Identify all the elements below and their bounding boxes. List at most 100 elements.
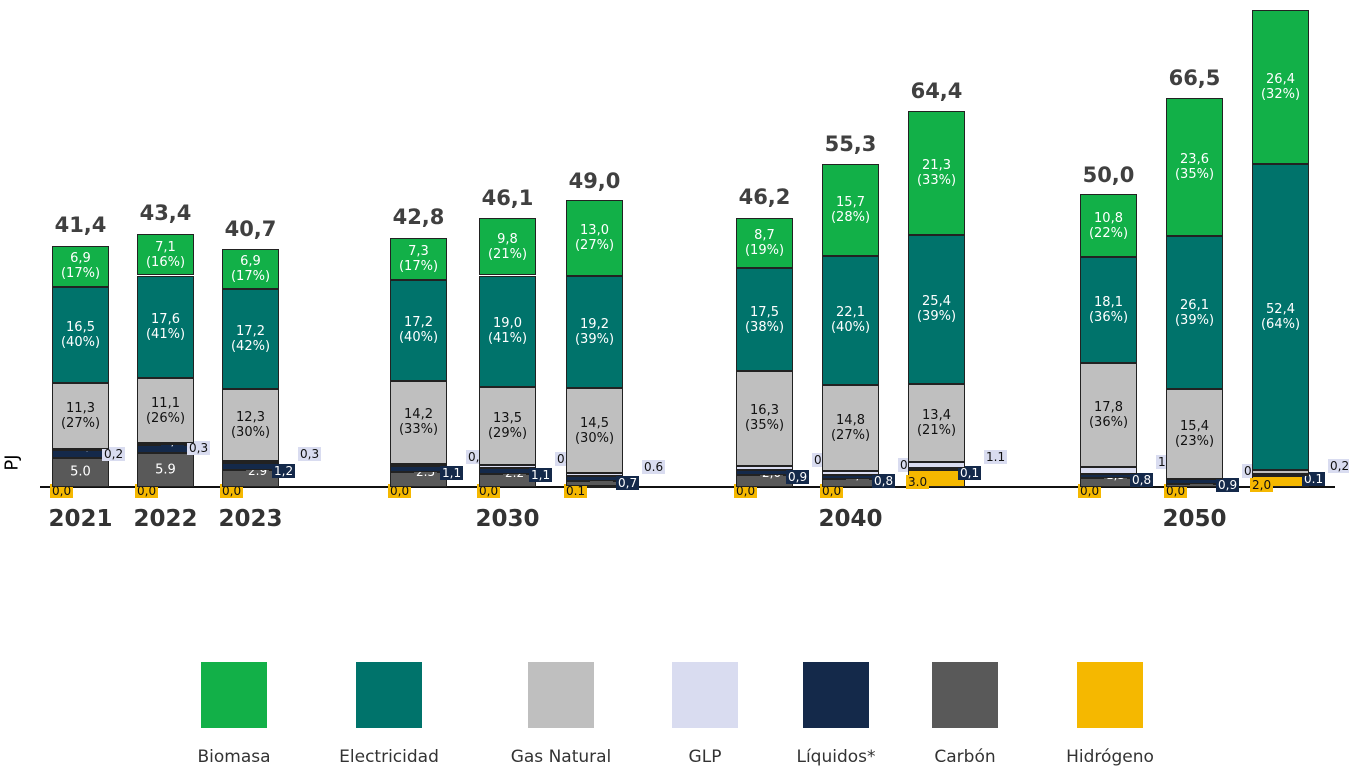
total-label: 46,2: [738, 185, 791, 210]
value-label: 0,3: [298, 447, 322, 462]
bar-segment: [736, 470, 793, 476]
value-label: 22,1 (40%): [830, 305, 871, 336]
value-label: 6,9 (17%): [60, 251, 101, 282]
legend-icon: [932, 662, 998, 728]
bar-segment: [1252, 9, 1309, 164]
bar-segment: [1252, 163, 1309, 471]
value-label: 0,9: [786, 469, 810, 484]
bar-segment: [137, 443, 194, 446]
bar-segment: [479, 275, 536, 387]
legend-label: Hidrógeno: [1066, 747, 1154, 767]
bar-segment: [1166, 388, 1223, 479]
value-label: 17,6 (41%): [145, 311, 186, 342]
y-axis-label: PJ: [1, 454, 23, 471]
bar-segment: [479, 467, 536, 475]
bar-segment: [390, 465, 447, 473]
value-label: 16,5 (40%): [60, 319, 101, 350]
legend-label: Gas Natural: [510, 747, 612, 767]
bar-segment: [1166, 98, 1223, 237]
value-label: 16,3 (35%): [744, 403, 785, 434]
total-label: 46,1: [481, 185, 534, 210]
bar-segment: [822, 474, 879, 480]
value-label: 5.9: [155, 462, 176, 478]
bar-segment: [52, 286, 109, 383]
legend-icon: [528, 662, 594, 728]
bar-segment: [52, 457, 109, 487]
legend-icon: [356, 662, 422, 728]
value-label: 0.1: [564, 483, 588, 498]
legend-label: Carbón: [934, 747, 996, 767]
value-label: 0,0: [1078, 484, 1102, 498]
value-label: 3.0: [906, 475, 930, 490]
value-label: 10,8 (22%): [1088, 210, 1129, 241]
value-label: 13,4 (21%): [916, 407, 957, 438]
value-label: 0,1: [958, 465, 982, 480]
total-label: 50,0: [1082, 162, 1135, 187]
value-label: 26,4 (32%): [1260, 71, 1301, 102]
value-label: 0,0: [220, 484, 244, 498]
bar-segment: [822, 255, 879, 385]
value-label: 0,3: [187, 441, 211, 456]
value-label: 0,0: [388, 484, 412, 498]
value-label: 17,8 (36%): [1088, 400, 1129, 431]
bar-segment: [566, 472, 623, 477]
value-label: 1,2: [272, 463, 296, 478]
bar-segment: [137, 275, 194, 379]
value-label: 0,0: [477, 484, 501, 498]
value-label: 17,2 (42%): [230, 324, 271, 355]
value-label: 8,7 (19%): [744, 228, 785, 259]
x-tick-label: 2040: [818, 506, 883, 532]
total-label: 42,8: [392, 204, 445, 229]
bar-segment: [1252, 470, 1309, 474]
value-label: 2,0: [1250, 478, 1274, 493]
bar-segment: [1080, 467, 1137, 474]
bar-segment: [566, 276, 623, 389]
value-label: 18,1 (36%): [1088, 295, 1129, 326]
bar-segment: [52, 383, 109, 450]
value-label: 0,0: [50, 484, 74, 498]
bar-segment: [137, 234, 194, 276]
value-label: 14,8 (27%): [830, 412, 871, 443]
total-label: 41,4: [54, 213, 107, 238]
value-label: 6,9 (17%): [230, 253, 271, 284]
bar-segment: [1080, 194, 1137, 258]
x-tick-label: 2021: [48, 506, 113, 532]
bar-segment: [222, 248, 279, 289]
value-label: 0,9: [1216, 478, 1240, 493]
value-label: 0,0: [820, 484, 844, 498]
bar-segment: [1080, 363, 1137, 468]
value-label: 21,3 (33%): [916, 157, 957, 188]
value-label: 0,2: [1328, 459, 1349, 474]
value-label: 17,2 (40%): [398, 315, 439, 346]
bar-segment: [1166, 478, 1223, 485]
bar-segment: [908, 383, 965, 462]
value-label: 23,6 (35%): [1174, 152, 1215, 183]
total-label: 66,5: [1168, 66, 1221, 91]
value-label: 0,8: [1130, 472, 1154, 487]
x-tick-label: 2030: [475, 506, 540, 532]
bar-segment: [566, 476, 623, 481]
legend-icon: [803, 662, 869, 728]
bar-segment: [566, 200, 623, 277]
value-label: 52,4 (64%): [1260, 301, 1301, 332]
value-label: 1,1: [440, 466, 464, 481]
value-label: 0.6: [642, 459, 666, 474]
bar-segment: [1080, 257, 1137, 364]
total-label: 55,3: [824, 131, 877, 156]
value-label: 12,3 (30%): [230, 410, 271, 441]
bar-segment: [1252, 473, 1309, 476]
bar-segment: [479, 386, 536, 466]
bar-segment: [908, 461, 965, 469]
total-label: 64,4: [910, 78, 963, 103]
value-label: 17,5 (38%): [744, 304, 785, 335]
bar-segment: [736, 465, 793, 471]
value-label: 19,0 (41%): [487, 316, 528, 346]
value-label: 0,0: [734, 484, 758, 498]
legend-label: Electricidad: [339, 747, 439, 767]
bar-segment: [52, 246, 109, 287]
value-label: 7,3 (17%): [398, 243, 439, 274]
bar-segment: [222, 461, 279, 464]
value-label: 25,4 (39%): [916, 294, 957, 325]
bar-segment: [52, 449, 109, 452]
